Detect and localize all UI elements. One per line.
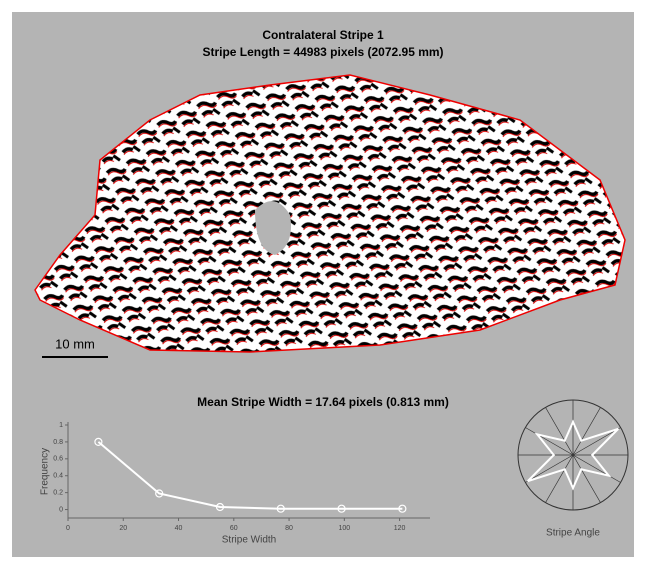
- x-tick-label: 40: [175, 525, 183, 532]
- y-tick-label: 0.6: [53, 456, 63, 463]
- y-tick-label: 0.2: [53, 489, 63, 496]
- x-tick-label: 0: [66, 525, 70, 532]
- x-axis-label: Stripe Width: [222, 535, 276, 546]
- x-tick-label: 100: [338, 525, 350, 532]
- y-tick-label: 0: [59, 506, 63, 513]
- x-tick-label: 120: [394, 525, 406, 532]
- chart-title: Mean Stripe Width = 17.64 pixels (0.813 …: [197, 395, 449, 409]
- y-axis-label: Frequency: [40, 448, 51, 495]
- y-tick-label: 0.4: [53, 473, 63, 480]
- subtitle: Stripe Length = 44983 pixels (2072.95 mm…: [202, 45, 443, 59]
- polar-label: Stripe Angle: [546, 528, 600, 539]
- y-tick-label: 1: [59, 422, 63, 429]
- x-tick-label: 80: [285, 525, 293, 532]
- scale-label: 10 mm: [55, 336, 95, 351]
- title: Contralateral Stripe 1: [262, 28, 384, 42]
- figure: Contralateral Stripe 1 Stripe Length = 4…: [0, 0, 646, 569]
- x-tick-label: 60: [230, 525, 238, 532]
- x-tick-label: 20: [119, 525, 127, 532]
- y-tick-label: 0.8: [53, 439, 63, 446]
